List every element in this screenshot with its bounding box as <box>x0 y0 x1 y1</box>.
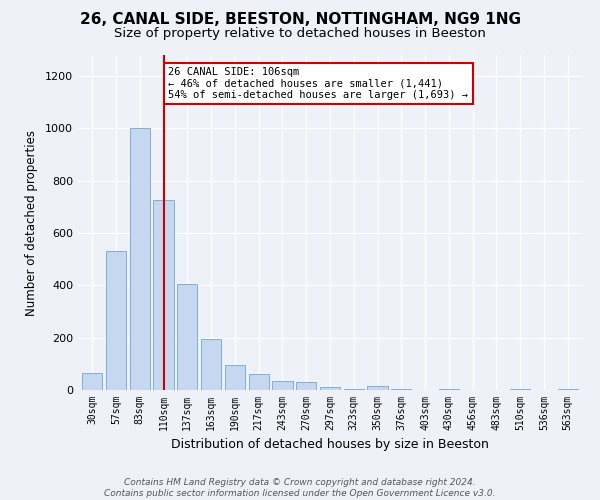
Bar <box>344 388 364 390</box>
Bar <box>510 388 530 390</box>
Bar <box>439 388 459 390</box>
Y-axis label: Number of detached properties: Number of detached properties <box>25 130 38 316</box>
Bar <box>201 339 221 390</box>
Text: Size of property relative to detached houses in Beeston: Size of property relative to detached ho… <box>114 28 486 40</box>
Bar <box>557 388 578 390</box>
X-axis label: Distribution of detached houses by size in Beeston: Distribution of detached houses by size … <box>171 438 489 452</box>
Bar <box>82 373 103 390</box>
Bar <box>367 386 388 390</box>
Text: Contains HM Land Registry data © Crown copyright and database right 2024.
Contai: Contains HM Land Registry data © Crown c… <box>104 478 496 498</box>
Bar <box>130 128 150 390</box>
Bar <box>391 388 412 390</box>
Text: 26, CANAL SIDE, BEESTON, NOTTINGHAM, NG9 1NG: 26, CANAL SIDE, BEESTON, NOTTINGHAM, NG9… <box>79 12 521 28</box>
Bar <box>154 200 173 390</box>
Bar <box>296 382 316 390</box>
Bar <box>106 252 126 390</box>
Bar <box>320 388 340 390</box>
Text: 26 CANAL SIDE: 106sqm
← 46% of detached houses are smaller (1,441)
54% of semi-d: 26 CANAL SIDE: 106sqm ← 46% of detached … <box>169 67 469 100</box>
Bar <box>272 381 293 390</box>
Bar <box>248 374 269 390</box>
Bar <box>225 365 245 390</box>
Bar <box>177 284 197 390</box>
